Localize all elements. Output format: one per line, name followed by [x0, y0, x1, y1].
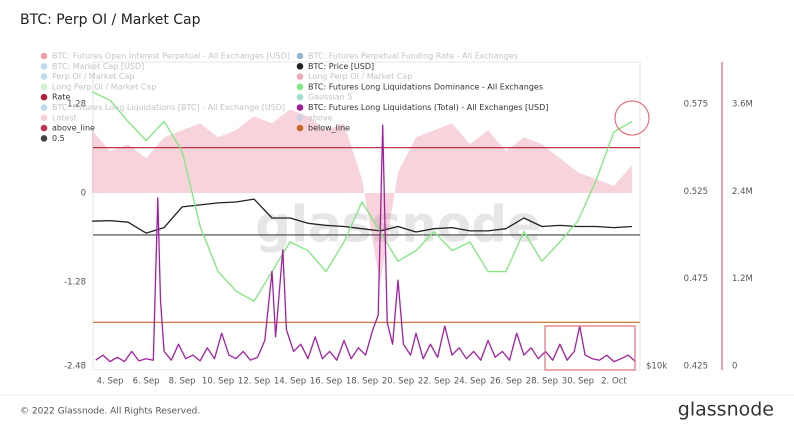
legend-marker: [40, 63, 48, 70]
legend-marker: [40, 135, 48, 142]
legend-marker: [296, 52, 304, 60]
legend-label: above_line: [52, 124, 95, 133]
y2ticks-label: 0.425: [684, 361, 708, 371]
chart-title: BTC: Perp OI / Market Cap: [20, 12, 201, 28]
legend-label: Gaussian 5: [308, 93, 352, 102]
yticks-label: -1.28: [64, 278, 86, 288]
legend-label: Long Perp OI / Market Cap: [308, 72, 412, 81]
legend: BTC: Futures Open Interest Perpetual - A…: [40, 52, 548, 143]
legend-marker: [40, 114, 48, 122]
legend-marker: [40, 83, 48, 91]
legend-label: BTC: Price [USD]: [308, 62, 374, 71]
y4ticks-label: $10k: [646, 361, 667, 371]
legend-marker: [40, 52, 48, 60]
x-tick-label: 28. Sep: [526, 377, 558, 387]
legend-label: below_line: [308, 124, 350, 133]
legend-label: BTC: Futures Perpetual Funding Rate - Al…: [308, 52, 518, 61]
x-tick-label: 20. Sep: [382, 377, 414, 387]
x-tick-label: 26. Sep: [490, 377, 522, 387]
legend-label: BTC: Futures Open Interest Perpetual - A…: [52, 52, 290, 61]
y2ticks-label: 0.525: [684, 187, 708, 197]
line: [91, 91, 633, 302]
x-tick-label: 10. Sep: [202, 377, 234, 387]
x-tick-label: 2. Oct: [601, 377, 627, 387]
x-tick-label: 4. Sep: [97, 377, 124, 387]
yticks-label: 0: [81, 189, 86, 199]
legend-label: BTC: Market Cap [USD]: [52, 62, 144, 71]
legend-marker: [40, 93, 48, 101]
x-tick-label: 24. Sep: [454, 377, 486, 387]
y3ticks-label: 3.6M: [732, 99, 753, 109]
x-tick-label: 12. Sep: [238, 377, 270, 387]
x-tick-label: 8. Sep: [169, 377, 196, 387]
legend-marker: [296, 114, 304, 122]
legend-marker: [40, 73, 48, 80]
area: [92, 109, 632, 284]
x-tick-label: 14. Sep: [274, 377, 306, 387]
legend-marker: [40, 104, 48, 111]
y3ticks-label: 2.4M: [732, 187, 753, 197]
x-tick-label: 30. Sep: [562, 377, 594, 387]
x-tick-label: 18. Sep: [346, 377, 378, 387]
legend-label: BTC: Futures Long Liquidations Dominance…: [308, 82, 543, 91]
line: [95, 124, 636, 363]
highlight-box: [544, 325, 636, 371]
legend-marker: [296, 63, 304, 70]
y3ticks-label: 1.2M: [732, 274, 753, 284]
legend-marker: [296, 73, 304, 80]
legend-label: Long Perp OI / Market Cap: [52, 82, 156, 91]
legend-marker: [40, 124, 48, 132]
legend-label: 0.5: [52, 134, 65, 143]
y3ticks-label: 0: [732, 361, 737, 371]
watermark: glassnode: [255, 196, 541, 254]
highlight-circle: [614, 100, 650, 136]
line: [92, 198, 632, 234]
y2ticks-label: 0.575: [684, 99, 708, 109]
y2ticks-label: 0.475: [684, 274, 708, 284]
legend-marker: [296, 104, 304, 111]
legend-label: BTC: Futures Long Liquidations (Total) -…: [308, 103, 548, 112]
x-tick-label: 16. Sep: [310, 377, 342, 387]
legend-marker: [296, 83, 304, 91]
legend-marker: [296, 93, 304, 101]
plot: [91, 91, 640, 363]
legend-marker: [296, 124, 304, 132]
legend-label: BTC: Futures Long Liquidations [BTC] - A…: [52, 103, 285, 112]
legend-label: Perp OI / Market Cap: [52, 72, 134, 81]
x-tick-label: 22. Sep: [418, 377, 450, 387]
logo: glassnode: [678, 399, 774, 421]
legend-label: Latest: [52, 113, 77, 122]
legend-label: Rate: [52, 93, 70, 102]
plot-frame: [92, 61, 641, 371]
yticks-label: 1.28: [67, 99, 86, 109]
legend-label: above: [308, 113, 333, 122]
copyright: © 2022 Glassnode. All Rights Reserved.: [20, 407, 200, 417]
x-tick-label: 6. Sep: [133, 377, 160, 387]
yticks-label: -2.48: [64, 361, 86, 371]
